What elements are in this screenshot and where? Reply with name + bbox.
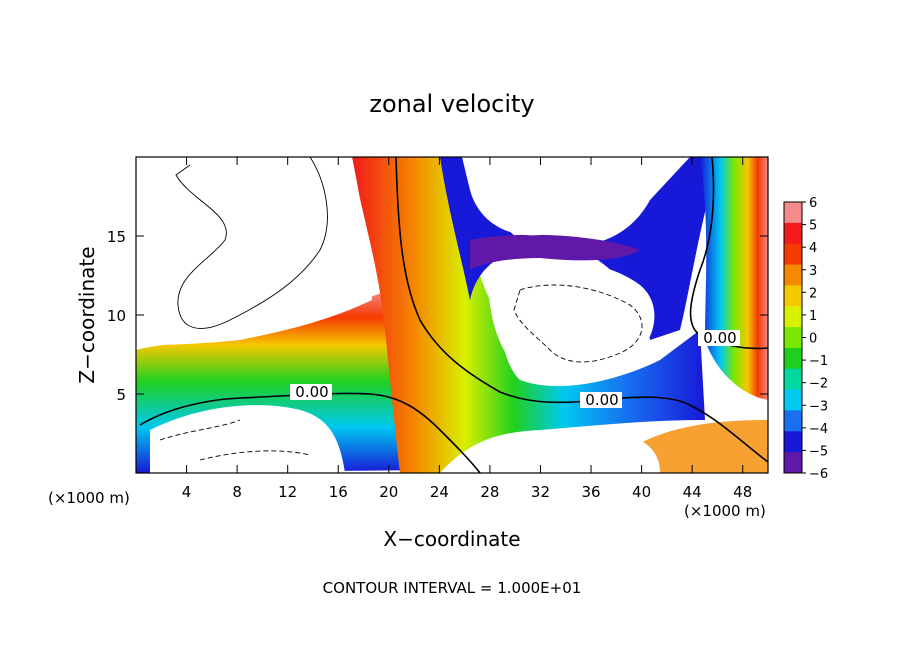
- colorbar-swatch: [784, 306, 802, 328]
- x-tick-label: 44: [683, 483, 702, 501]
- colorbar: 6 5 4 3 2 1 0 −1 −2 −3 −4 −5 −6: [783, 196, 828, 482]
- colorbar-label: −5: [809, 444, 828, 459]
- colorbar-swatch: [784, 452, 802, 474]
- x-unit-right: (×1000 m): [684, 502, 766, 520]
- x-tick-label: 28: [480, 483, 499, 501]
- x-tick-label: 48: [733, 483, 752, 501]
- white-region-upperleft: [136, 157, 372, 345]
- colorbar-label: 2: [809, 286, 817, 301]
- colorbar-swatch: [784, 285, 802, 307]
- x-tick-label: 16: [329, 483, 348, 501]
- y-axis: 5 10 15: [107, 228, 768, 404]
- contour-label: 0.00: [295, 383, 328, 401]
- y-tick-label: 15: [107, 228, 126, 246]
- x-tick-label: 8: [232, 483, 242, 501]
- x-tick-label: 24: [430, 483, 449, 501]
- colorbar-swatch: [784, 243, 802, 266]
- x-tick-label: 20: [379, 483, 398, 501]
- colorbar-swatch: [784, 327, 802, 349]
- white-region-lowerleft: [150, 405, 345, 473]
- colorbar-label: 1: [809, 309, 817, 324]
- colorbar-swatch: [784, 347, 802, 370]
- colorbar-swatch: [784, 202, 802, 224]
- x-tick-label: 12: [278, 483, 297, 501]
- right-warm-region: [700, 157, 768, 400]
- colorbar-swatch: [784, 431, 802, 453]
- y-tick-label: 5: [116, 386, 126, 404]
- colorbar-label: 5: [809, 219, 817, 234]
- colorbar-label: −1: [809, 354, 828, 369]
- colorbar-swatch: [784, 264, 802, 286]
- contour-negative-lowerleft: [159, 419, 311, 461]
- colorbar-label: −4: [809, 422, 828, 437]
- x-axis-title: X−coordinate: [383, 527, 520, 551]
- contour-interval-note: CONTOUR INTERVAL = 1.000E+01: [323, 579, 582, 597]
- colorbar-label: 4: [809, 241, 817, 256]
- contour-negative-center: [513, 284, 643, 363]
- x-tick-label: 32: [531, 483, 550, 501]
- contour-label: 0.00: [585, 391, 618, 409]
- contour-label: 0.00: [703, 329, 736, 347]
- x-tick-label: 4: [182, 483, 192, 501]
- colorbar-label: 6: [809, 196, 817, 211]
- x-tick-label: 40: [632, 483, 651, 501]
- contour-zero-jet: [395, 157, 768, 463]
- colorbar-label: −3: [809, 399, 828, 414]
- colorbar-swatch: [784, 389, 802, 411]
- purple-cap: [470, 234, 640, 270]
- white-blob-center: [488, 260, 655, 382]
- white-region-lowerright: [490, 431, 660, 473]
- colorbar-swatch: [784, 368, 802, 391]
- x-tick-label: 36: [581, 483, 600, 501]
- white-region-topmid: [462, 157, 640, 236]
- contour-label-group: 0.00 0.00 0.00: [290, 329, 740, 409]
- colorbar-label: 3: [809, 264, 817, 279]
- colorbar-label: −6: [809, 467, 828, 482]
- y-axis-title: Z−coordinate: [75, 246, 99, 383]
- chart-title: zonal velocity: [369, 90, 534, 118]
- velocity-field: [136, 157, 768, 473]
- contour-zero-lower: [139, 392, 481, 473]
- colorbar-label: −2: [809, 377, 828, 392]
- contour-positive-upper: [175, 157, 328, 329]
- colorbar-swatch: [784, 222, 802, 245]
- x-unit-left: (×1000 m): [48, 489, 130, 507]
- colorbar-swatch: [784, 410, 802, 432]
- x-axis: 4 8 12 16 20 24 28 32 36 40 44 48: [182, 157, 752, 501]
- y-tick-label: 10: [107, 307, 126, 325]
- colorbar-label: 0: [809, 332, 817, 347]
